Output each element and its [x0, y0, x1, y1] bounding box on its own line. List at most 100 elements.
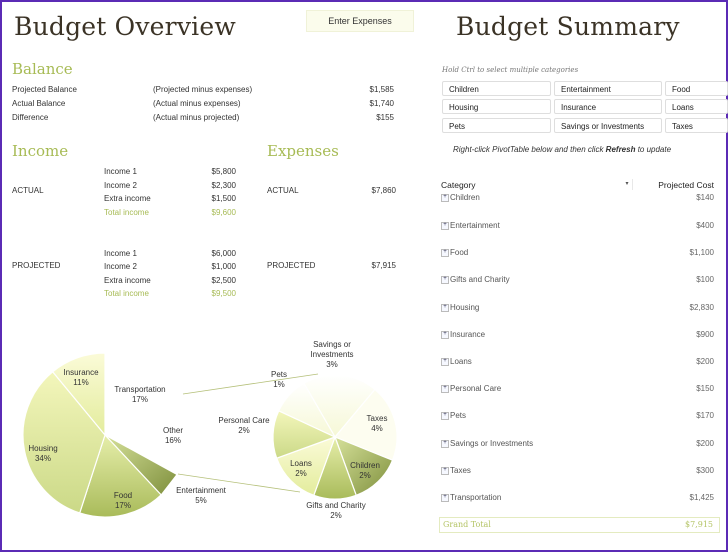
table-row[interactable]: + Insurance $900 — [441, 330, 714, 342]
balance-label: Difference — [12, 113, 49, 122]
pie-label-other: Other 16% — [162, 426, 183, 445]
pie-label-transportation: Transportation 17% — [114, 385, 166, 404]
income-row-value: $2,300 — [211, 181, 236, 190]
income-actual-label: ACTUAL — [12, 186, 44, 195]
column-header-projected-cost: Projected Cost — [658, 180, 714, 190]
table-row[interactable]: + Personal Care $150 — [441, 384, 714, 396]
income-row-value: $1,500 — [211, 194, 236, 203]
table-row[interactable]: + Transportation $1,425 — [441, 493, 714, 505]
expand-icon[interactable]: + — [441, 384, 449, 393]
expand-icon[interactable]: + — [441, 193, 449, 202]
income-row-value: $5,800 — [211, 167, 236, 176]
income-row-label: Extra income — [104, 194, 151, 203]
grand-total-value: $7,915 — [685, 520, 713, 529]
slicer-item-entertainment[interactable]: Entertainment — [554, 81, 662, 96]
slice-insurance — [51, 352, 106, 437]
table-row[interactable]: + Gifts and Charity $100 — [441, 275, 714, 287]
balance-label: Projected Balance — [12, 85, 77, 94]
income-heading: Income — [12, 142, 69, 160]
page-title-overview: Budget Overview — [14, 12, 236, 41]
slicer-item-food[interactable]: Food — [665, 81, 728, 96]
slicer-item-savings[interactable]: Savings or Investments — [554, 118, 662, 133]
expenses-heading: Expenses — [267, 142, 339, 160]
balance-note: (Actual minus expenses) — [153, 99, 241, 108]
expand-icon[interactable]: + — [441, 330, 449, 339]
balance-note: (Projected minus expenses) — [153, 85, 253, 94]
income-row-value: $6,000 — [211, 249, 236, 258]
income-total-label: Total income — [104, 208, 149, 217]
income-total-value: $9,600 — [211, 208, 236, 217]
expenses-projected-label: PROJECTED — [267, 261, 316, 270]
balance-heading: Balance — [12, 60, 73, 78]
balance-note: (Actual minus projected) — [153, 113, 240, 122]
pie-label-housing: Housing 34% — [28, 444, 58, 463]
pie-label-taxes: Taxes 4% — [366, 414, 388, 433]
income-row-label: Income 1 — [104, 249, 137, 258]
pie-label-entertainment: Entertainment 5% — [176, 486, 226, 505]
table-row[interactable]: + Children $140 — [441, 193, 714, 205]
income-total-value: $9,500 — [211, 289, 236, 298]
slicer-note: Hold Ctrl to select multiple categories — [442, 66, 579, 74]
slicer-item-loans[interactable]: Loans — [665, 99, 728, 114]
column-header-category: Category — [441, 180, 476, 190]
slicer-item-pets[interactable]: Pets — [442, 118, 551, 133]
pie-label-insurance: Insurance 11% — [63, 368, 99, 387]
slicer-item-taxes[interactable]: Taxes — [665, 118, 728, 133]
table-row[interactable]: + Entertainment $400 — [441, 221, 714, 233]
expand-icon[interactable]: + — [441, 275, 449, 284]
income-row-label: Income 2 — [104, 181, 137, 190]
expand-icon[interactable]: + — [441, 439, 449, 448]
slice-pets — [278, 382, 337, 439]
expenses-projected-value: $7,915 — [371, 261, 396, 270]
slice-housing — [22, 370, 106, 514]
page-title-summary: Budget Summary — [456, 12, 680, 41]
income-row-label: Extra income — [104, 276, 151, 285]
slice-loans — [275, 435, 337, 497]
slice-savings — [303, 374, 376, 439]
table-row[interactable]: + Housing $2,830 — [441, 303, 714, 315]
pie-label-food: Food 17% — [113, 491, 133, 510]
balance-value: $1,740 — [369, 99, 394, 108]
income-row-label: Income 2 — [104, 262, 137, 271]
pie-label-loans: Loans 2% — [290, 459, 312, 478]
slice-food — [78, 433, 162, 518]
expand-icon[interactable]: + — [441, 221, 449, 230]
pie-label-pets: Pets 1% — [270, 370, 287, 389]
expenses-actual-label: ACTUAL — [267, 186, 299, 195]
table-row[interactable]: + Loans $200 — [441, 357, 714, 369]
category-filter-dropdown-icon[interactable]: ▾ — [622, 179, 633, 190]
grand-total-label: Grand Total — [443, 520, 491, 529]
pie-label-personal-care: Personal Care 2% — [218, 416, 270, 435]
balance-value: $1,585 — [369, 85, 394, 94]
balance-value: $155 — [376, 113, 394, 122]
pie-label-children: Children 2% — [350, 461, 380, 480]
income-row-value: $1,000 — [211, 262, 236, 271]
table-row[interactable]: + Taxes $300 — [441, 466, 714, 478]
grand-total-row: Grand Total $7,915 — [439, 517, 720, 533]
enter-expenses-button[interactable]: Enter Expenses — [306, 10, 414, 32]
table-row[interactable]: + Pets $170 — [441, 411, 714, 423]
income-row-value: $2,500 — [211, 276, 236, 285]
income-total-label: Total income — [104, 289, 149, 298]
slicer-item-housing[interactable]: Housing — [442, 99, 551, 114]
income-projected-label: PROJECTED — [12, 261, 61, 270]
slicer-item-children[interactable]: Children — [442, 81, 551, 96]
table-row[interactable]: + Savings or Investments $200 — [441, 439, 714, 451]
expand-icon[interactable]: + — [441, 357, 449, 366]
pie-label-savings: Savings or Investments 3% — [310, 340, 354, 369]
refresh-hint: Right-click PivotTable below and then cl… — [453, 145, 672, 154]
slicer-item-insurance[interactable]: Insurance — [554, 99, 662, 114]
table-row[interactable]: + Food $1,100 — [441, 248, 714, 260]
slice-taxes — [334, 388, 398, 461]
pie-label-gifts: Gifts and Charity 2% — [306, 501, 366, 520]
expenses-pie-chart — [22, 352, 398, 518]
expand-icon[interactable]: + — [441, 493, 449, 502]
expand-icon[interactable]: + — [441, 248, 449, 257]
expand-icon[interactable]: + — [441, 411, 449, 420]
income-row-label: Income 1 — [104, 167, 137, 176]
expand-icon[interactable]: + — [441, 466, 449, 475]
balance-label: Actual Balance — [12, 99, 66, 108]
expenses-actual-value: $7,860 — [371, 186, 396, 195]
expand-icon[interactable]: + — [441, 303, 449, 312]
slice-transportation — [105, 353, 177, 435]
